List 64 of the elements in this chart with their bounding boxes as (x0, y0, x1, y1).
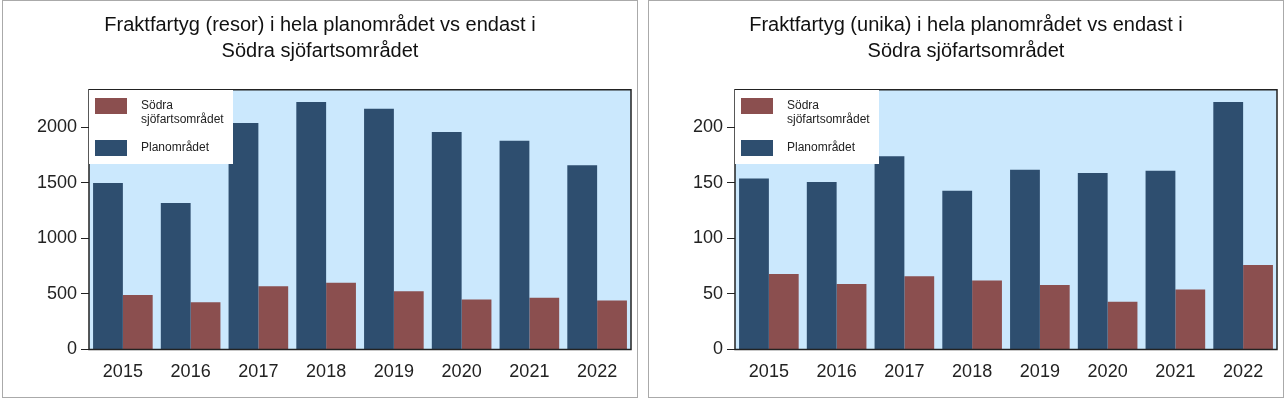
x-tick-label: 2022 (1223, 361, 1264, 382)
x-tick-label: 2016 (816, 361, 857, 382)
bar (942, 190, 973, 349)
y-tick-label: 200 (692, 116, 723, 137)
chart-title: Fraktfartyg (resor) i hela planområdet vs endast i Södra sjöfartsområdet (103, 12, 537, 63)
x-tick-label: 2017 (238, 361, 279, 382)
bar (1243, 265, 1273, 349)
x-tick-label: 2015 (102, 361, 143, 382)
bar (228, 123, 259, 349)
legend-label: Planområdet (787, 139, 856, 154)
legend-label: Södra sjöfartsområdet (787, 97, 870, 126)
bar (160, 202, 191, 349)
bar (461, 299, 492, 349)
bar (1145, 170, 1176, 349)
bar (567, 165, 598, 349)
x-tick-label: 2019 (373, 361, 414, 382)
x-tick-label: 2021 (1155, 361, 1196, 382)
bar (499, 140, 530, 349)
bar (1213, 102, 1244, 349)
y-tick-label: 1500 (36, 171, 77, 192)
bar (1077, 173, 1108, 349)
y-tick-label: 150 (692, 171, 723, 192)
x-tick-label: 2019 (1019, 361, 1060, 382)
x-tick-label: 2016 (170, 361, 211, 382)
bar (431, 131, 462, 349)
bar (326, 282, 356, 349)
chart-title: Fraktfartyg (unika) i hela planområdet vs endast i Södra sjöfartsområdet (748, 12, 1184, 63)
bar (258, 286, 289, 349)
x-tick-label: 2021 (509, 361, 550, 382)
bar (874, 156, 905, 349)
legend-label: Planområdet (141, 139, 210, 154)
bar (1107, 301, 1138, 349)
x-tick-label: 2018 (952, 361, 993, 382)
y-tick-label: 500 (46, 282, 77, 303)
bar (1175, 289, 1206, 349)
bar (904, 276, 935, 349)
bar (768, 273, 799, 349)
x-tick-label: 2020 (441, 361, 482, 382)
legend-label: Södra sjöfartsområdet (141, 97, 224, 126)
x-tick-label: 2022 (577, 361, 618, 382)
bar (393, 291, 424, 349)
x-tick-label: 2018 (306, 361, 347, 382)
x-tick-label: 2020 (1087, 361, 1128, 382)
bar (93, 182, 123, 349)
y-tick-label: 1000 (36, 227, 77, 248)
bar (122, 295, 153, 349)
x-tick-label: 2015 (748, 361, 789, 382)
bar (597, 300, 627, 349)
y-tick-label: 2000 (36, 116, 77, 137)
y-tick-label: 50 (702, 282, 723, 303)
y-tick-label: 100 (692, 227, 723, 248)
bar (529, 297, 560, 349)
y-tick-label: 0 (712, 338, 723, 359)
bar (296, 102, 327, 349)
bar (1010, 169, 1040, 349)
bar (739, 178, 769, 349)
y-tick-label: 0 (66, 338, 77, 359)
x-tick-label: 2017 (884, 361, 925, 382)
bar (364, 108, 394, 349)
bar (190, 302, 221, 349)
bar (1039, 285, 1070, 349)
bar (806, 181, 837, 349)
bar (836, 283, 867, 349)
bar (972, 280, 1002, 349)
